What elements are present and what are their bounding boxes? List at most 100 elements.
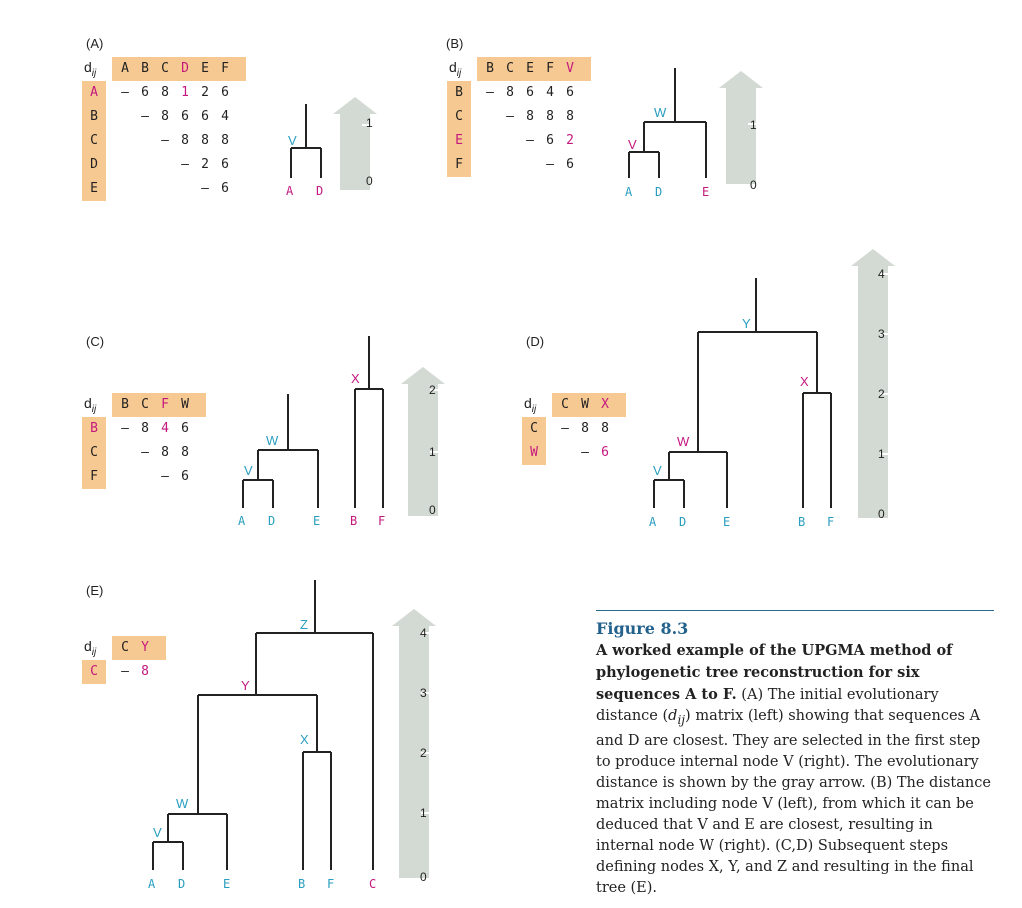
leaf-label: A	[286, 184, 294, 198]
matrix-cell: –	[546, 157, 554, 172]
matrix-row-header: A	[90, 85, 98, 100]
leaf-label: D	[178, 877, 185, 891]
distance-arrow	[401, 367, 445, 516]
leaf-label: B	[298, 877, 305, 891]
matrix-symbol: dij	[524, 395, 536, 415]
matrix-row-header: C	[455, 109, 463, 124]
scale-tick-label: 1	[878, 447, 885, 461]
matrix-col-header: F	[161, 397, 169, 412]
scale-tick-label: 0	[429, 503, 436, 517]
scale-tick-label: 3	[878, 327, 885, 341]
matrix-cell: 1	[181, 85, 189, 100]
matrix-cell: 8	[161, 109, 169, 124]
matrix-cell: 8	[141, 664, 149, 679]
matrix-symbol: dij	[449, 59, 461, 79]
matrix-cell: –	[201, 181, 209, 196]
matrix-cell: 8	[201, 133, 209, 148]
distance-matrix-e: dij C Y C –8	[82, 636, 182, 691]
panel-label-d: (D)	[526, 334, 545, 349]
scale-tick-label: 4	[878, 267, 885, 281]
matrix-cell: –	[161, 133, 169, 148]
matrix-header-bg	[477, 57, 591, 81]
matrix-cell: –	[486, 85, 494, 100]
matrix-row-header-bg	[82, 660, 106, 684]
scale-tick-label: 0	[878, 507, 885, 521]
leaf-label: E	[702, 185, 709, 199]
matrix-row-header: D	[90, 157, 98, 172]
matrix-symbol-d: d	[84, 395, 92, 411]
leaf-label: C	[369, 877, 376, 891]
leaf-label: E	[313, 514, 320, 528]
matrix-col-header: V	[566, 61, 574, 76]
matrix-col-header: F	[546, 61, 554, 76]
node-label-y: Y	[742, 316, 751, 331]
distance-arrow	[851, 249, 895, 518]
leaf-label: A	[649, 515, 657, 529]
matrix-col-header: D	[181, 61, 189, 76]
scale-tick-label: 0	[420, 870, 427, 884]
matrix-row-header: C	[530, 421, 538, 436]
matrix-symbol-subscript: ij	[91, 646, 97, 658]
matrix-header-bg	[112, 636, 166, 660]
matrix-row-header: C	[90, 445, 98, 460]
matrix-symbol-subscript: ij	[91, 67, 97, 79]
matrix-header-bg	[552, 393, 626, 417]
matrix-cell: 8	[161, 85, 169, 100]
matrix-cell: 8	[566, 109, 574, 124]
matrix-cell: 6	[221, 85, 229, 100]
node-label-v: V	[153, 825, 162, 840]
node-label-x: X	[300, 732, 309, 747]
matrix-col-header: B	[141, 61, 149, 76]
scale-tick-label: 1	[366, 116, 373, 130]
leaf-label: A	[625, 185, 633, 199]
matrix-cell: 8	[601, 421, 609, 436]
panel-label-c: (C)	[86, 334, 105, 349]
matrix-cell: –	[141, 445, 149, 460]
node-label-v: V	[653, 463, 662, 478]
matrix-cell: 4	[221, 109, 229, 124]
branch	[152, 580, 374, 870]
matrix-cell: 6	[181, 469, 189, 484]
matrix-cell: 6	[181, 109, 189, 124]
scale-tick-label: 0	[366, 174, 373, 188]
node-label-v: V	[288, 133, 297, 148]
matrix-cell: 8	[526, 109, 534, 124]
matrix-row-header: E	[90, 181, 98, 196]
matrix-cell: 6	[141, 85, 149, 100]
scale-tick-label: 2	[429, 383, 436, 397]
matrix-col-header: C	[161, 61, 169, 76]
matrix-cell: 8	[581, 421, 589, 436]
matrix-cell: –	[181, 157, 189, 172]
matrix-row-header: B	[90, 421, 98, 436]
matrix-col-header: Y	[141, 640, 149, 655]
matrix-cell: 8	[181, 133, 189, 148]
leaf-label: A	[238, 514, 246, 528]
matrix-col-header: C	[506, 61, 514, 76]
distance-matrix-c: dij B C F W B –8 4 6 C –8 8 F –6	[82, 393, 222, 489]
matrix-col-header: C	[561, 397, 569, 412]
leaf-label: E	[723, 515, 730, 529]
matrix-cell: 4	[161, 421, 169, 436]
distance-matrix-d: dij C W X C –8 8 W –6	[522, 393, 642, 468]
leaf-label: D	[268, 514, 275, 528]
matrix-cell: 6	[526, 85, 534, 100]
matrix-row-header-bg	[82, 81, 106, 201]
matrix-symbol: dij	[84, 638, 96, 658]
scale-tick-label: 1	[750, 118, 757, 132]
matrix-cell: 4	[546, 85, 554, 100]
matrix-symbol-subscript: ij	[531, 403, 537, 415]
node-label-w: W	[677, 434, 690, 449]
matrix-col-header: F	[221, 61, 229, 76]
matrix-col-header: W	[581, 397, 589, 412]
matrix-symbol-subscript: ij	[456, 67, 462, 79]
caption-bold-lead: A worked example of the UPGMA method of …	[596, 642, 953, 703]
scale-tick-label: 2	[420, 746, 427, 760]
leaf-label: F	[827, 515, 834, 529]
node-label-w: W	[654, 105, 667, 120]
leaf-label: D	[655, 185, 662, 199]
leaf-label: D	[679, 515, 686, 529]
matrix-cell: 6	[221, 181, 229, 196]
scale-tick-label: 0	[750, 178, 757, 192]
matrix-cell: –	[526, 133, 534, 148]
node-label-x: X	[800, 374, 809, 389]
